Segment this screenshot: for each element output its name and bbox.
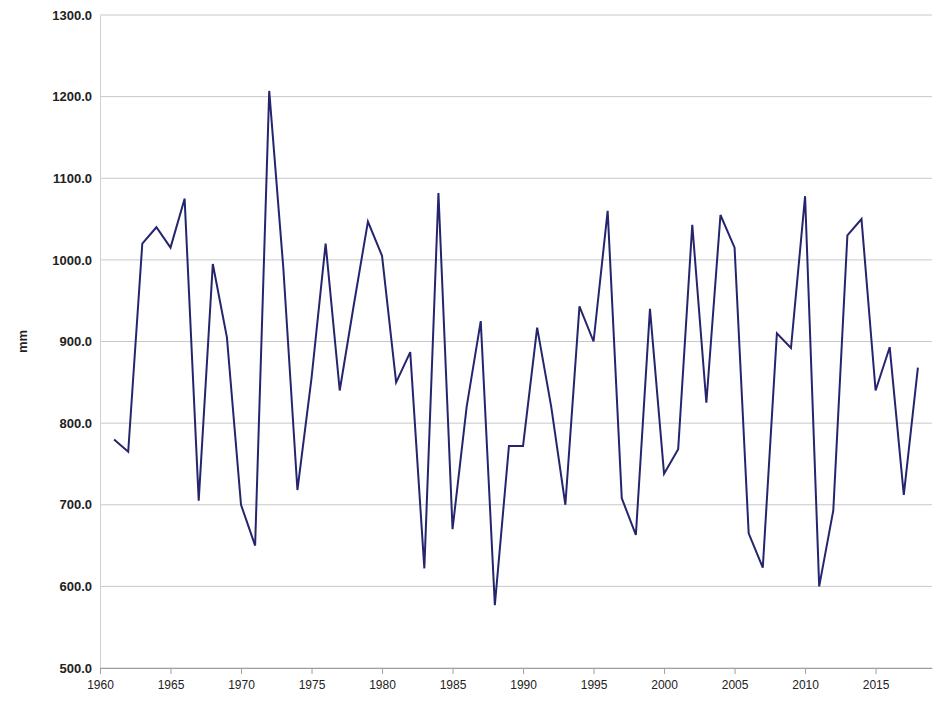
- x-tick: 1965: [158, 668, 185, 692]
- y-tick: 700.0: [59, 497, 100, 512]
- x-tick: 2015: [863, 668, 890, 692]
- x-tick-mark: [735, 668, 736, 674]
- x-tick-mark: [805, 668, 806, 674]
- x-axis: 1960 1965 1970 1975 1980 1985 1990 1995 2000 2005…: [87, 668, 932, 692]
- x-tick-mark: [876, 668, 877, 674]
- x-tick-label: 1990: [510, 678, 537, 692]
- x-tick: 1960: [87, 668, 114, 692]
- y-tick-label: 700.0: [59, 497, 92, 512]
- series-group: [114, 91, 918, 605]
- grid-line: [100, 96, 932, 97]
- grid-line: [100, 15, 932, 16]
- x-tick: 1970: [228, 668, 255, 692]
- y-tick: 900.0: [59, 334, 100, 349]
- y-tick: 1000.0: [52, 253, 100, 268]
- x-tick-mark: [171, 668, 172, 674]
- x-tick-mark: [594, 668, 595, 674]
- grid-line: [100, 341, 932, 342]
- x-tick-label: 2015: [863, 678, 890, 692]
- y-tick-label: 900.0: [59, 334, 92, 349]
- y-tick: 1200.0: [52, 89, 100, 104]
- x-tick-mark: [241, 668, 242, 674]
- y-tick: 500.0: [59, 661, 100, 676]
- x-tick-label: 1980: [369, 678, 396, 692]
- x-tick: 2010: [792, 668, 819, 692]
- x-tick-label: 1985: [440, 678, 467, 692]
- x-tick-label: 1960: [87, 678, 114, 692]
- x-tick: 2005: [722, 668, 749, 692]
- y-tick-label: 1200.0: [52, 89, 92, 104]
- x-tick: 1980: [369, 668, 396, 692]
- x-tick-label: 2005: [722, 678, 749, 692]
- x-tick: 2000: [651, 668, 678, 692]
- x-tick: 1995: [581, 668, 608, 692]
- grid-line: [100, 586, 932, 587]
- y-tick-label: 800.0: [59, 416, 92, 431]
- y-tick-label: 500.0: [59, 661, 92, 676]
- grid-line: [100, 178, 932, 179]
- x-tick-label: 2000: [651, 678, 678, 692]
- x-tick: 1990: [510, 668, 537, 692]
- y-axis-title: mm: [15, 330, 30, 353]
- grid: [100, 15, 932, 668]
- y-tick-label: 1100.0: [53, 171, 92, 186]
- chart: 500.0 600.0 700.0 800.0 900.0 1000.0 1100.0 120…: [0, 0, 950, 704]
- x-axis-line: [101, 668, 933, 669]
- y-tick-label: 1000.0: [52, 253, 92, 268]
- y-tick: 600.0: [59, 579, 100, 594]
- x-tick-mark: [523, 668, 524, 674]
- y-tick: 1300.0: [52, 8, 100, 23]
- grid-line: [100, 423, 932, 424]
- x-tick-mark: [453, 668, 454, 674]
- y-axis-line: [100, 16, 101, 669]
- grid-line: [100, 504, 932, 505]
- x-tick-mark: [382, 668, 383, 674]
- plot-area: 500.0 600.0 700.0 800.0 900.0 1000.0 1100.0 120…: [52, 8, 932, 692]
- grid-line: [100, 668, 932, 669]
- y-tick: 1100.0: [53, 171, 100, 186]
- x-tick-mark: [312, 668, 313, 674]
- x-tick: 1975: [299, 668, 326, 692]
- x-tick-label: 1995: [581, 678, 608, 692]
- x-tick-label: 1975: [299, 678, 326, 692]
- x-tick-label: 1970: [228, 678, 255, 692]
- y-axis: 500.0 600.0 700.0 800.0 900.0 1000.0 1100.0 120…: [52, 8, 100, 676]
- y-tick-label: 600.0: [59, 579, 92, 594]
- x-tick: 1985: [440, 668, 467, 692]
- x-tick-mark: [100, 668, 101, 674]
- y-tick-label: 1300.0: [52, 8, 92, 23]
- x-tick-label: 2010: [792, 678, 819, 692]
- x-tick-label: 1965: [158, 678, 185, 692]
- x-tick-mark: [664, 668, 665, 674]
- data-line: [114, 91, 918, 605]
- y-tick: 800.0: [59, 416, 100, 431]
